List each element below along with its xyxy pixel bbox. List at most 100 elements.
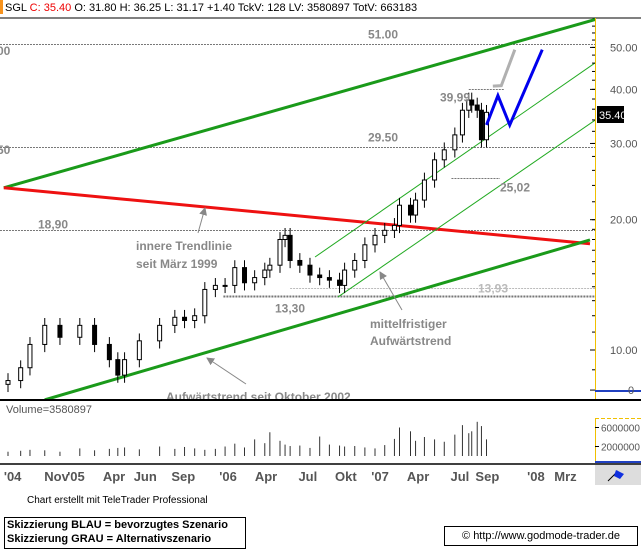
candle-body <box>474 104 480 111</box>
candle-body <box>212 284 218 290</box>
candle-body <box>57 324 63 338</box>
candle-body <box>337 279 343 286</box>
candle-body <box>326 277 332 281</box>
y-tick-label: 10.00 <box>610 345 638 357</box>
trendline-innere-trendlinie <box>3 186 591 246</box>
candle-body <box>5 380 11 385</box>
legend-gray: Skizzierung GRAU = Alternativszenario <box>7 533 212 545</box>
candle-body <box>352 259 358 271</box>
inner-trend-arrow <box>197 207 207 234</box>
header-marker <box>0 0 3 14</box>
candle-body <box>92 324 98 345</box>
flag-icon <box>614 470 624 479</box>
x-tick-label: '08 <box>527 469 545 484</box>
scenario-preferred-line <box>485 49 544 129</box>
candle-body <box>307 264 313 276</box>
level-label-5: 13,93 <box>478 282 508 296</box>
mid-trend-label-1: mittelfristiger <box>370 317 447 331</box>
candle-body <box>317 274 323 279</box>
candle-body <box>397 204 403 226</box>
candle-body <box>382 229 388 236</box>
level-label-2: 29.50 <box>368 131 398 145</box>
candle-body <box>372 234 378 246</box>
candle-body <box>122 359 128 376</box>
x-tick-label: Apr <box>407 469 429 484</box>
candle-body <box>282 234 288 240</box>
candle-body <box>157 324 163 342</box>
quote-details: O: 31.80 H: 36.25 L: 31.17 +1.40 TckV: 1… <box>74 2 418 14</box>
chart-credit: Chart erstellt mit TeleTrader Profession… <box>27 495 208 506</box>
candle-body <box>202 288 208 317</box>
candle-body <box>262 269 268 279</box>
y-tick-label: 40.00 <box>610 84 638 96</box>
scenario-legend: Skizzierung BLAU = bevorzugtes Szenario … <box>4 517 246 549</box>
candle-body <box>342 269 348 286</box>
candle-body <box>413 199 419 216</box>
volume-tick-label: 2000000 <box>601 443 640 454</box>
candle-body <box>182 316 188 321</box>
inner-trend-label-2: seit März 1999 <box>136 257 218 271</box>
y-tick-label: 0 <box>628 385 634 397</box>
symbol: SGL <box>5 2 27 14</box>
candle-body <box>232 267 238 286</box>
candle-body <box>484 111 490 141</box>
candle-body <box>459 109 465 136</box>
level-label-6: 13,30 <box>275 301 305 315</box>
x-tick-label: Nov <box>44 469 69 484</box>
x-tick-label: '05 <box>67 469 85 484</box>
y-tick-label: 50.00 <box>610 42 638 54</box>
x-tick-label: Apr <box>255 469 277 484</box>
candle-body <box>136 340 142 361</box>
volume-label: Volume=3580897 <box>6 404 92 416</box>
candle-body <box>287 234 293 261</box>
candle-body <box>297 259 303 266</box>
x-tick-label: Jul <box>451 469 470 484</box>
candle-body <box>362 244 368 261</box>
candle-body <box>469 99 475 106</box>
candle-body <box>391 224 397 231</box>
candle-body <box>27 343 33 369</box>
candle-body <box>277 238 283 266</box>
candle-body <box>441 149 447 161</box>
last-price-marker-text: 35.40 <box>599 110 627 122</box>
quote-header: SGL C: 35.40 O: 31.80 H: 36.25 L: 31.17 … <box>0 0 641 17</box>
x-tick-label: Sep <box>475 469 499 484</box>
x-tick-label: Apr <box>103 469 125 484</box>
candle-body <box>42 324 48 345</box>
candle-body <box>172 316 178 326</box>
close-price: C: 35.40 <box>29 2 72 14</box>
level-label-0: 51.00 <box>368 28 398 42</box>
candle-body <box>115 359 121 376</box>
candle-body <box>192 315 198 321</box>
source-link[interactable]: © http://www.godmode-trader.de <box>444 526 638 546</box>
last-price-marker <box>597 106 624 123</box>
x-tick-label: '07 <box>371 469 389 484</box>
x-tick-label: '04 <box>4 469 22 484</box>
trendline-aufwaertstrend-seit-oktober-2002 <box>44 238 591 400</box>
x-tick-label: Mrz <box>554 469 577 484</box>
candle-body <box>18 367 24 382</box>
candle-body <box>267 264 273 271</box>
candle-body <box>222 284 228 287</box>
x-tick-label: Sep <box>171 469 195 484</box>
candle-body <box>407 204 413 216</box>
trendline-upper-long-trend <box>3 18 595 190</box>
candle-body <box>478 109 484 141</box>
candle-body <box>77 324 83 338</box>
level-label-1: 39,99 <box>440 90 470 104</box>
y-tick-label: 30.00 <box>610 138 638 150</box>
mid-trend-label-2: Aufwärtstrend <box>370 334 451 348</box>
scenario-alternative-line <box>492 49 517 88</box>
level-label-3: 25,02 <box>500 181 530 195</box>
mid-trend-arrow <box>379 271 403 311</box>
long-trend-arrow <box>206 357 247 385</box>
x-tick-label: Jun <box>134 469 157 484</box>
left-cut-label: 50 <box>0 143 11 157</box>
y-tick-label: 20.00 <box>610 215 638 227</box>
candle-body <box>421 179 427 201</box>
legend-blue: Skizzierung BLAU = bevorzugtes Szenario <box>7 519 228 531</box>
candle-body <box>242 267 248 284</box>
x-tick-label: Jul <box>298 469 317 484</box>
candle-body <box>432 159 438 181</box>
trendline-channel-lower <box>337 119 595 298</box>
